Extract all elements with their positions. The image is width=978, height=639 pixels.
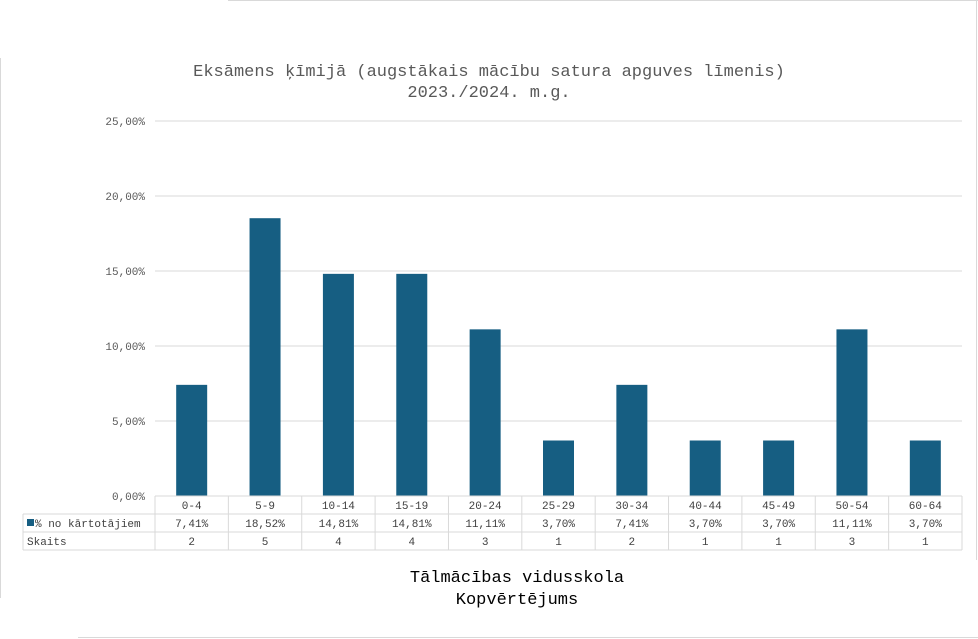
chart-title-line-1: Eksāmens ķīmijā (augstākais mācību satur… xyxy=(193,63,785,82)
y-tick-label: 10,00% xyxy=(105,342,145,354)
count-value: 3 xyxy=(849,537,856,549)
table-row-label: Skaits xyxy=(27,537,67,549)
bar xyxy=(322,273,354,496)
school-name: Tālmācības vidusskola xyxy=(409,569,625,588)
category-label: 60-64 xyxy=(909,501,942,513)
y-tick-label: 0,00% xyxy=(112,492,145,504)
data-label: 14,81% xyxy=(392,519,432,531)
data-label: 7,41% xyxy=(175,519,208,531)
count-value: 3 xyxy=(482,537,489,549)
count-value: 5 xyxy=(262,537,269,549)
bar xyxy=(396,273,428,496)
y-tick-label: 20,00% xyxy=(105,192,145,204)
data-label: 11,11% xyxy=(832,519,872,531)
count-value: 1 xyxy=(922,537,929,549)
frame-right-line xyxy=(976,0,977,560)
bar xyxy=(689,440,721,496)
count-value: 4 xyxy=(335,537,342,549)
summary-label: Kopvērtējums xyxy=(455,591,579,610)
data-label: 7,41% xyxy=(615,519,648,531)
category-label: 20-24 xyxy=(469,501,502,513)
y-tick-label: 5,00% xyxy=(112,417,145,429)
chart-title-line-2: 2023./2024. m.g. xyxy=(407,84,571,103)
count-value: 1 xyxy=(702,537,709,549)
bar xyxy=(176,384,208,496)
series-name: % no kārtotājiem xyxy=(35,519,141,531)
bottom-title: Tālmācības vidusskola Kopvērtējums xyxy=(0,568,978,612)
category-label: 40-44 xyxy=(689,501,722,513)
category-label: 25-29 xyxy=(542,501,575,513)
frame-left-line xyxy=(0,58,1,598)
data-label: 14,81% xyxy=(319,519,359,531)
legend-key xyxy=(27,519,34,526)
data-label: 3,70% xyxy=(689,519,722,531)
count-value: 2 xyxy=(188,537,195,549)
category-label: 10-14 xyxy=(322,501,355,513)
category-label: 15-19 xyxy=(395,501,428,513)
bar xyxy=(616,384,648,496)
count-value: 4 xyxy=(408,537,415,549)
y-tick-label: 25,00% xyxy=(105,117,145,129)
category-label: 0-4 xyxy=(182,501,202,513)
bar xyxy=(909,440,941,496)
data-label: 18,52% xyxy=(245,519,285,531)
chart-title: Eksāmens ķīmijā (augstākais mācību satur… xyxy=(0,62,978,104)
frame-bottom-line xyxy=(78,637,978,638)
count-value: 1 xyxy=(775,537,782,549)
count-value: 2 xyxy=(629,537,636,549)
bar xyxy=(469,329,501,496)
category-label: 45-49 xyxy=(762,501,795,513)
bar xyxy=(836,329,868,496)
bar xyxy=(249,218,281,496)
category-label: 50-54 xyxy=(835,501,868,513)
frame-top-line xyxy=(228,0,978,1)
y-tick-label: 15,00% xyxy=(105,267,145,279)
category-label: 5-9 xyxy=(255,501,275,513)
data-label: 3,70% xyxy=(909,519,942,531)
bar xyxy=(543,440,574,496)
data-label: 3,70% xyxy=(762,519,795,531)
data-label: 11,11% xyxy=(465,519,505,531)
count-value: 1 xyxy=(555,537,562,549)
data-label: 3,70% xyxy=(542,519,575,531)
bar xyxy=(763,440,795,496)
category-label: 30-34 xyxy=(615,501,648,513)
